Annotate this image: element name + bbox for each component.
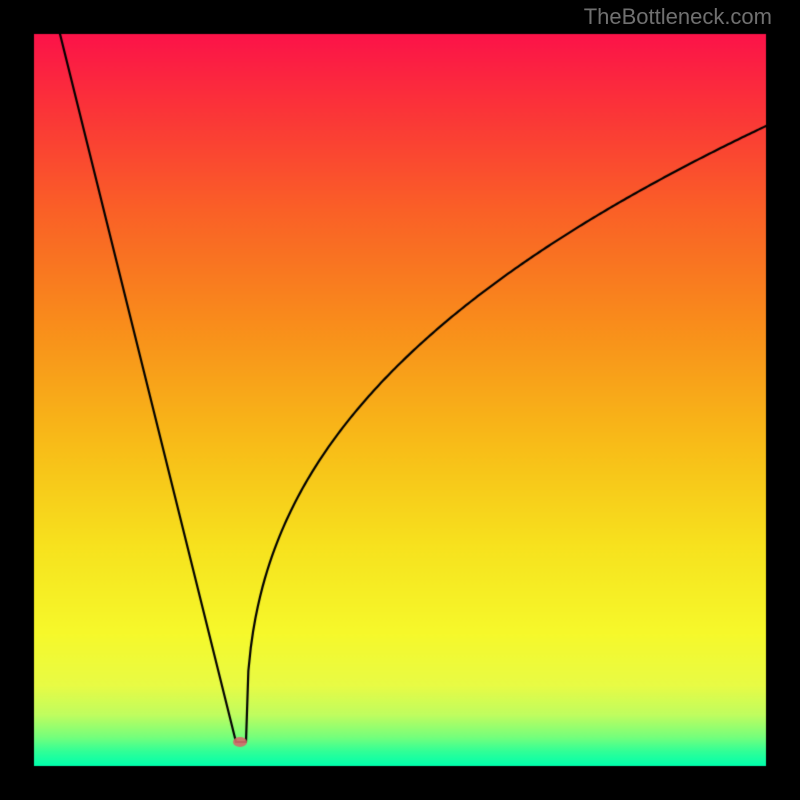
watermark-text: TheBottleneck.com [584,4,772,30]
chart-root: { "canvas": { "width": 800, "height": 80… [0,0,800,800]
bottleneck-chart-canvas [0,0,800,800]
